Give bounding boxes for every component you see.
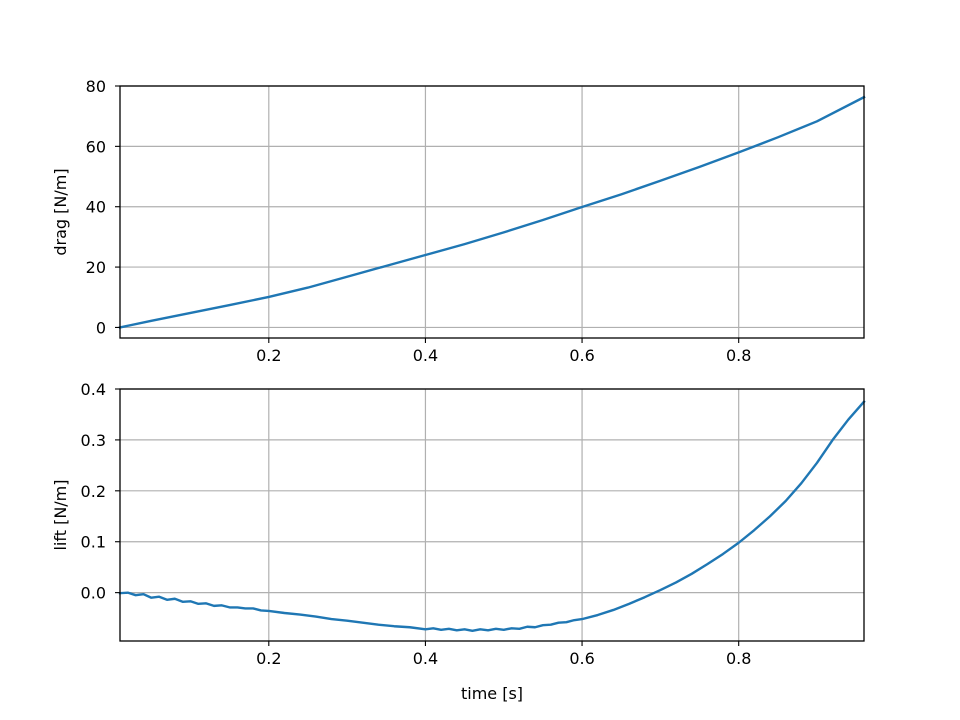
y-tick-label: 80 [86, 77, 106, 96]
y-tick-label: 0.2 [81, 482, 106, 501]
axes-frame [119, 85, 865, 339]
x-tick-label: 0.2 [256, 346, 281, 365]
y-tick-label: 0 [96, 318, 106, 337]
panel-1: 0.2 0.4 0.6 0.8 0 20 40 60 80 drag [N/m] [51, 77, 866, 365]
x-tick-label: 0.4 [413, 649, 438, 668]
y-tick-label: 0.3 [81, 431, 106, 450]
x-tick-label: 0.2 [256, 649, 281, 668]
x-tick-label: 0.8 [726, 649, 751, 668]
y-axis-label: lift [N/m] [51, 479, 70, 550]
axes-frame [119, 388, 865, 642]
x-tick-label: 0.8 [726, 346, 751, 365]
series-line-1 [118, 400, 866, 633]
y-tick-label: 0.4 [81, 380, 106, 399]
y-axis-label: drag [N/m] [51, 168, 70, 255]
y-tick-label: 60 [86, 137, 106, 156]
y-tick-label: 0.1 [81, 533, 106, 552]
y-tick-label: 40 [86, 198, 106, 217]
x-tick-label: 0.6 [569, 649, 594, 668]
x-axis-label: time [s] [461, 684, 523, 703]
x-tick-label: 0.6 [569, 346, 594, 365]
y-tick-label: 0.0 [81, 584, 106, 603]
x-tick-label: 0.4 [413, 346, 438, 365]
panel-2: 0.2 0.4 0.6 0.8 0.0 0.1 0.2 0.3 0.4 lift [N/m] tim… [51, 380, 866, 703]
series-line-1 [118, 95, 866, 329]
y-tick-label: 20 [86, 258, 106, 277]
